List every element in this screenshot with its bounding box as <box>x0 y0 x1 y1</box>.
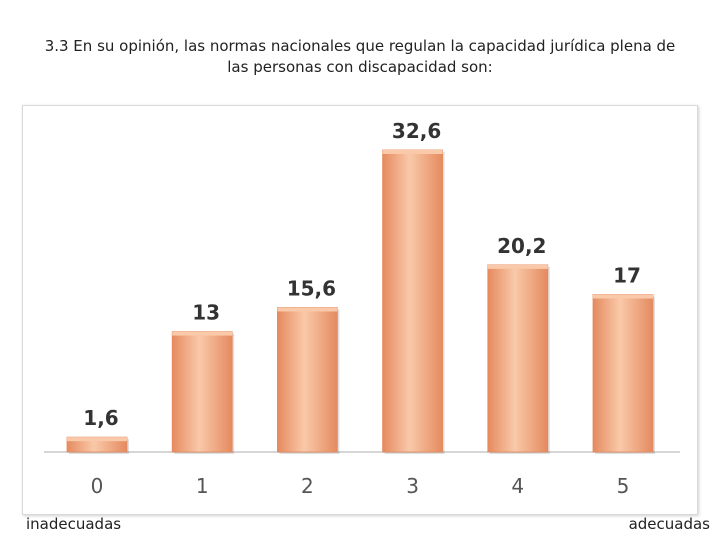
chart-title: 3.3 En su opinión, las normas nacionales… <box>40 36 680 78</box>
x-tick-labels-layer: 0 1 2 3 4 5 <box>91 474 630 498</box>
x-tick-label-0: 0 <box>91 474 104 498</box>
x-tick-label-2: 2 <box>301 474 314 498</box>
x-tick-label-1: 1 <box>196 474 209 498</box>
scale-low-label: inadecuadas <box>26 515 122 533</box>
bar-5 <box>592 294 654 453</box>
bar-top-highlight <box>172 331 233 336</box>
x-tick-label-5: 5 <box>617 474 630 498</box>
data-labels-layer: 1,6 13 15,6 32,6 20,2 17 <box>83 119 641 430</box>
chart-frame <box>22 105 698 515</box>
data-label-2: 15,6 <box>287 276 336 300</box>
chart-title-line-2: las personas con discapacidad son: <box>227 58 493 76</box>
x-tick-label-3: 3 <box>406 474 419 498</box>
bar-2 <box>276 307 338 453</box>
data-label-5: 17 <box>613 264 641 288</box>
x-tick-label-4: 4 <box>511 474 524 498</box>
data-label-3: 32,6 <box>392 119 441 143</box>
bar-3 <box>382 149 444 453</box>
bars-layer <box>66 149 655 454</box>
data-label-4: 20,2 <box>497 234 546 258</box>
data-label-1: 13 <box>192 301 220 325</box>
bar-4 <box>487 264 549 453</box>
bar-top-highlight <box>382 150 443 154</box>
bar-top-highlight <box>277 307 338 312</box>
bar-top-highlight <box>67 437 127 442</box>
bar-top-highlight <box>487 264 548 269</box>
bar-1 <box>171 331 233 453</box>
scale-high-label: adecuadas <box>628 515 710 533</box>
bar-top-highlight <box>593 294 653 299</box>
data-label-0: 1,6 <box>83 406 118 430</box>
chart-title-line-1: 3.3 En su opinión, las normas nacionales… <box>44 37 676 55</box>
